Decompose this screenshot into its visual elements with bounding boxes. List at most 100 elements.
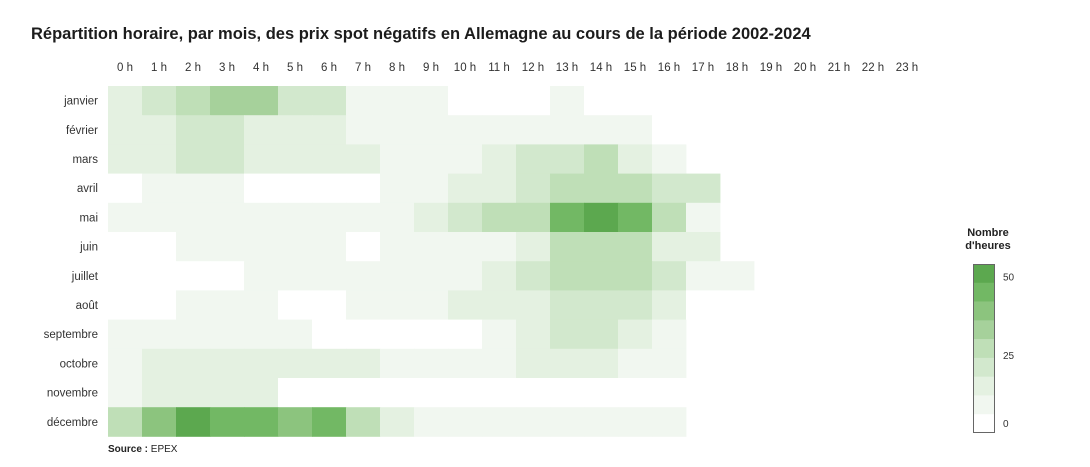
- heatmap-cell: [176, 407, 211, 437]
- month-label: janvier: [63, 96, 98, 108]
- heatmap-cell: [380, 261, 415, 291]
- heatmap-cell: [142, 232, 177, 262]
- heatmap-cell: [584, 261, 619, 291]
- heatmap-cell: [550, 173, 585, 204]
- heatmap-cell: [482, 319, 517, 350]
- heatmap-cell: [550, 144, 585, 174]
- hour-label: 15 h: [624, 62, 646, 74]
- hour-label: 19 h: [760, 62, 782, 74]
- heatmap-cell: [414, 378, 449, 408]
- heatmap-cell: [278, 115, 313, 145]
- heatmap-cell: [380, 144, 415, 174]
- heatmap-cell: [108, 290, 143, 320]
- heatmap-cell: [482, 202, 517, 233]
- legend-swatch: [973, 264, 995, 284]
- heatmap-cell: [414, 232, 449, 262]
- heatmap-cell: [142, 144, 177, 174]
- month-label: décembre: [47, 417, 98, 429]
- heatmap-cell: [618, 319, 653, 350]
- heatmap-cell: [312, 232, 347, 262]
- heatmap-cell: [414, 144, 449, 174]
- heatmap-cell: [414, 261, 449, 291]
- legend-tick-label: 0: [1003, 419, 1009, 430]
- heatmap-cell: [278, 378, 313, 408]
- hour-label: 9 h: [423, 62, 439, 74]
- heatmap-cell: [550, 407, 585, 437]
- heatmap-cell: [448, 202, 483, 233]
- month-label: mai: [79, 212, 98, 224]
- heatmap-cell: [312, 173, 347, 204]
- heatmap-cell: [448, 290, 483, 320]
- heatmap-cell: [244, 407, 279, 437]
- heatmap-cell: [584, 202, 619, 233]
- heatmap-cell: [380, 232, 415, 262]
- heatmap-cell: [346, 144, 381, 174]
- hour-label: 2 h: [185, 62, 201, 74]
- heatmap-cell: [346, 378, 381, 408]
- heatmap-cell: [618, 202, 653, 233]
- heatmap-cell: [516, 407, 551, 437]
- heatmap-cell: [482, 348, 517, 379]
- heatmap-cell: [380, 173, 415, 204]
- heatmap-cell: [618, 378, 653, 408]
- heatmap-cell: [312, 290, 347, 320]
- heatmap-cell: [448, 261, 483, 291]
- heatmap-cell: [380, 348, 415, 379]
- heatmap-cell: [550, 290, 585, 320]
- heatmap-cell: [652, 144, 687, 174]
- heatmap-cell: [142, 173, 177, 204]
- heatmap-cell: [210, 290, 245, 320]
- heatmap-cell: [414, 173, 449, 204]
- heatmap-cell: [244, 378, 279, 408]
- hour-label: 23 h: [896, 62, 918, 74]
- heatmap-cell: [244, 348, 279, 379]
- legend-swatch: [973, 414, 995, 434]
- month-label: novembre: [47, 388, 98, 400]
- heatmap-cell: [176, 290, 211, 320]
- heatmap-cell: [516, 173, 551, 204]
- heatmap-cell: [482, 86, 517, 116]
- hour-label: 20 h: [794, 62, 816, 74]
- legend-swatch: [973, 320, 995, 340]
- legend-border: [973, 264, 995, 433]
- heatmap-cell: [550, 319, 585, 350]
- heatmap-cell: [210, 407, 245, 437]
- hour-label: 11 h: [488, 62, 510, 74]
- heatmap-cell: [210, 86, 245, 116]
- heatmap-cell: [108, 173, 143, 204]
- heatmap-cell: [584, 290, 619, 320]
- hour-label: 1 h: [151, 62, 167, 74]
- heatmap-cell: [618, 348, 653, 379]
- heatmap-cell: [312, 319, 347, 350]
- heatmap-cell: [142, 261, 177, 291]
- heatmap-cell: [448, 407, 483, 437]
- heatmap-cell: [652, 86, 687, 116]
- heatmap-cell: [720, 290, 755, 320]
- heatmap-cell: [108, 202, 143, 233]
- heatmap-cell: [108, 144, 143, 174]
- heatmap-cell: [210, 173, 245, 204]
- heatmap-cell: [482, 261, 517, 291]
- heatmap-cell: [720, 261, 755, 291]
- heatmap-cells: [108, 86, 925, 437]
- month-label: août: [76, 300, 99, 312]
- heatmap-cell: [108, 86, 143, 116]
- heatmap-cell: [516, 232, 551, 262]
- heatmap-cell: [210, 115, 245, 145]
- heatmap-cell: [584, 115, 619, 145]
- heatmap-cell: [244, 232, 279, 262]
- hour-label: 17 h: [692, 62, 714, 74]
- heatmap-cell: [244, 290, 279, 320]
- heatmap-cell: [686, 202, 721, 233]
- heatmap-cell: [312, 261, 347, 291]
- legend-swatch: [973, 357, 995, 377]
- heatmap-cell: [618, 173, 653, 204]
- heatmap-cell: [618, 290, 653, 320]
- legend-swatch: [973, 339, 995, 359]
- heatmap-cell: [210, 319, 245, 350]
- heatmap-cell: [652, 378, 687, 408]
- heatmap-cell: [482, 144, 517, 174]
- month-label: avril: [77, 183, 98, 195]
